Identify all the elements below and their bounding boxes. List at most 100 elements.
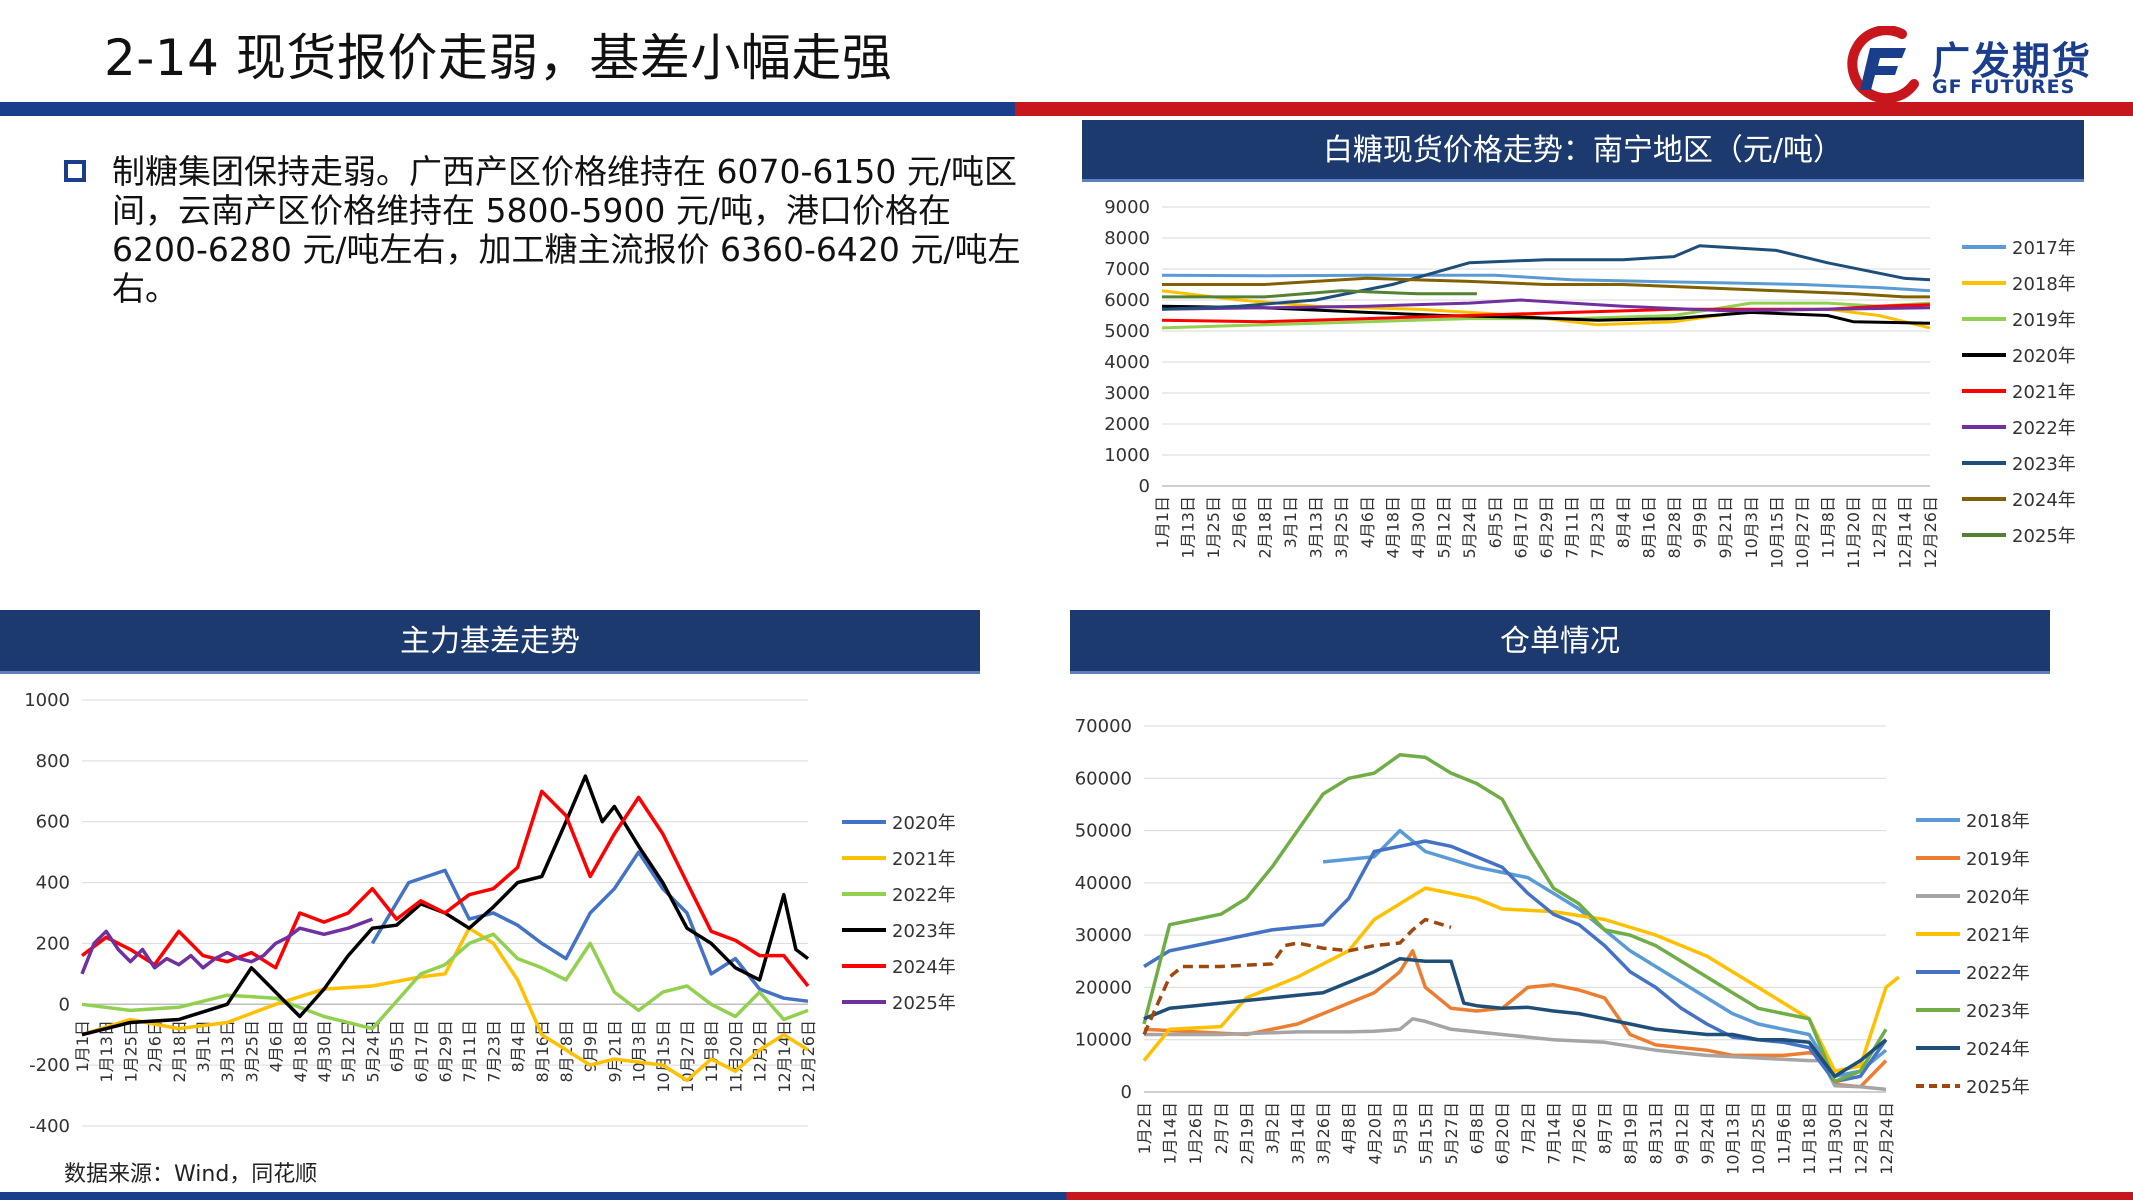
y-tick-label: 1000 [1104, 445, 1150, 466]
x-tick-label: 11月8日 [702, 1020, 721, 1083]
series-line [1322, 828, 1888, 1079]
x-tick-label: 1月25日 [121, 1020, 140, 1083]
x-tick-label: 7月23日 [1588, 496, 1607, 559]
series-line [1142, 917, 1452, 1036]
x-tick-label: 11月30日 [1826, 1102, 1845, 1175]
x-tick-label: 6月17日 [412, 1020, 431, 1083]
x-tick-label: 1月2日 [1135, 1102, 1154, 1154]
x-tick-label: 6月5日 [1486, 496, 1505, 548]
series-line [1143, 956, 1888, 1079]
x-tick-label: 8月4日 [509, 1020, 528, 1072]
y-tick-label: 30000 [1075, 925, 1132, 946]
x-tick-label: 6月17日 [1511, 496, 1530, 559]
legend-label: 2022年 [892, 885, 956, 906]
x-tick-label: 12月12日 [1851, 1102, 1870, 1175]
x-tick-label: 8月16日 [533, 1020, 552, 1083]
series-line [80, 789, 810, 988]
x-tick-label: 1月14日 [1161, 1102, 1180, 1165]
legend-label: 2019年 [1966, 849, 2030, 870]
y-tick-label: -400 [29, 1116, 70, 1137]
x-tick-label: 7月11日 [460, 1020, 479, 1083]
y-tick-label: 200 [36, 933, 70, 954]
x-tick-label: 5月24日 [363, 1020, 382, 1083]
header-band-blue [0, 102, 1015, 116]
x-tick-label: 9月21日 [1716, 496, 1735, 559]
y-tick-label: 0 [1121, 1082, 1132, 1103]
series-line [370, 850, 809, 1003]
legend-label: 2024年 [1966, 1039, 2030, 1060]
legend-label: 2020年 [2012, 346, 2076, 367]
x-tick-label: 2月18日 [170, 1020, 189, 1083]
x-tick-label: 10月13日 [1723, 1102, 1742, 1175]
y-tick-label: 10000 [1075, 1030, 1132, 1051]
legend-label: 2025年 [892, 993, 956, 1014]
basis-chart: -400 -200 0 200 400 600 800 1000 1月1日 1月13日 1月25日 2… [24, 690, 956, 1137]
y-tick-label: 70000 [1075, 716, 1132, 737]
x-tick-label: 1月13日 [97, 1020, 116, 1083]
x-tick-label: 6月29日 [1537, 496, 1556, 559]
x-tick-label: 7月2日 [1519, 1102, 1538, 1154]
series-line [1162, 289, 1477, 299]
x-tick-label: 3月25日 [242, 1020, 261, 1083]
y-tick-label: 600 [36, 812, 70, 833]
header-band-red [1015, 102, 2133, 116]
series-line [1161, 301, 1931, 330]
gf-logo-icon [1847, 25, 1919, 104]
series-line [1162, 276, 1930, 299]
y-tick-label: 40000 [1075, 873, 1132, 894]
series-line [1143, 949, 1888, 1089]
x-tick-label: 6月5日 [388, 1020, 407, 1072]
x-tick-label: 12月14日 [775, 1020, 794, 1093]
x-tick-label: 8月19日 [1621, 1102, 1640, 1165]
y-tick-label: 0 [1139, 476, 1150, 497]
legend-label: 2019年 [2012, 310, 2076, 331]
x-tick-label: 11月20日 [1844, 496, 1863, 569]
y-tick-label: 3000 [1104, 383, 1150, 404]
x-tick-label: 7月26日 [1570, 1102, 1589, 1165]
series-line [1161, 289, 1931, 330]
x-tick-label: 1月13日 [1179, 496, 1198, 559]
series-line [1161, 298, 1931, 313]
y-tick-label: 6000 [1104, 290, 1150, 311]
x-tick-label: 5月12日 [1435, 496, 1454, 559]
x-tick-label: 12月14日 [1895, 496, 1914, 569]
x-tick-label: 10月25日 [1749, 1102, 1768, 1175]
legend-label: 2024年 [892, 957, 956, 978]
x-tick-label: 3月14日 [1289, 1102, 1308, 1165]
y-tick-label: 60000 [1075, 768, 1132, 789]
legend-label: 2022年 [1966, 963, 2030, 984]
y-tick-label: 5000 [1104, 321, 1150, 342]
x-tick-label: 4月30日 [1409, 496, 1428, 559]
legend-label: 2017年 [2012, 238, 2076, 259]
warrant-chart-header: 仓单情况 [1070, 610, 2050, 674]
legend-label: 2024年 [2012, 490, 2076, 511]
x-tick-label: 3月13日 [218, 1020, 237, 1083]
x-tick-label: 6月29日 [436, 1020, 455, 1083]
y-tick-label: 800 [36, 751, 70, 772]
y-tick-label: -200 [29, 1055, 70, 1076]
legend-label: 2021年 [2012, 382, 2076, 403]
x-tick-label: 8月31日 [1647, 1102, 1666, 1165]
x-tick-label: 11月20日 [726, 1020, 745, 1093]
x-tick-label: 5月15日 [1416, 1102, 1435, 1165]
series-line [1143, 839, 1888, 1084]
legend-label: 2020年 [892, 813, 956, 834]
legend-label: 2020年 [1966, 887, 2030, 908]
x-tick-label: 12月24日 [1877, 1102, 1896, 1175]
warrant-chart: 0 10000 20000 30000 40000 50000 60000 70000 1月2日… [1075, 716, 2030, 1175]
x-tick-label: 4月6日 [267, 1020, 286, 1072]
series-line [81, 926, 809, 1083]
y-tick-label: 0 [59, 994, 70, 1015]
logo-text-cn: 广发期货 [1932, 39, 2093, 83]
x-tick-label: 12月26日 [799, 1020, 818, 1093]
x-tick-label: 9月12日 [1672, 1102, 1691, 1165]
x-tick-label: 3月2日 [1263, 1102, 1282, 1154]
x-tick-label: 7月11日 [1563, 496, 1582, 559]
y-tick-label: 400 [36, 873, 70, 894]
x-tick-label: 10月15日 [1767, 496, 1786, 569]
x-tick-label: 4月18日 [1383, 496, 1402, 559]
x-tick-label: 10月3日 [630, 1020, 649, 1083]
x-tick-label: 11月8日 [1819, 496, 1838, 559]
x-tick-label: 4月20日 [1365, 1102, 1384, 1165]
y-tick-label: 9000 [1104, 197, 1150, 218]
